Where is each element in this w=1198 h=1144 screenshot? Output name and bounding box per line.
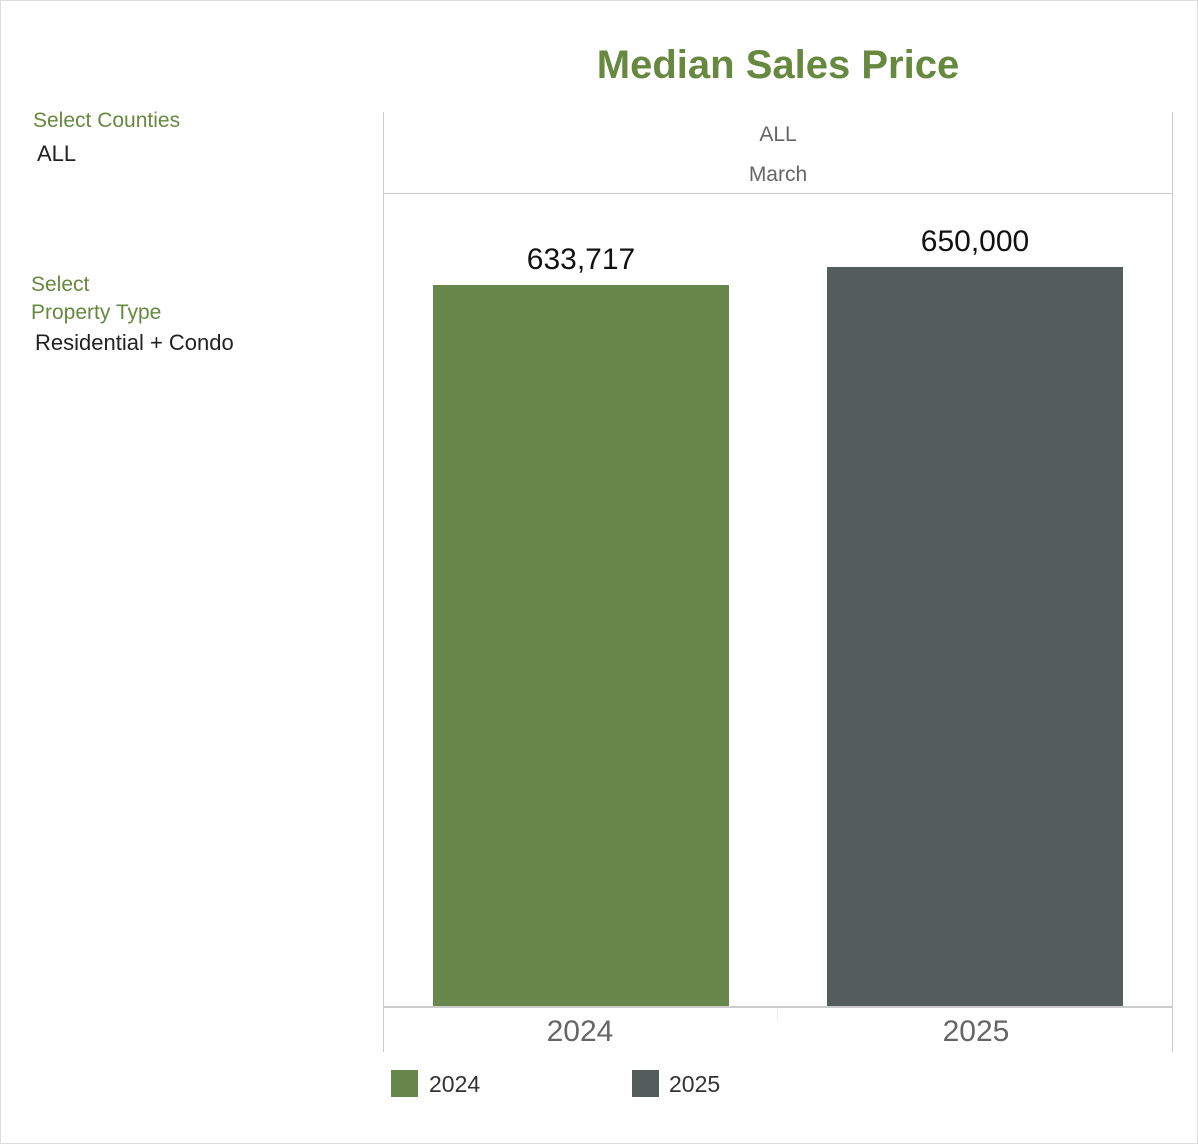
chart-left-border — [383, 112, 384, 1052]
x-axis-line — [383, 1006, 1173, 1008]
legend-label-2025: 2025 — [669, 1071, 721, 1097]
bar-2025[interactable] — [827, 266, 1123, 1006]
category-divider — [777, 1008, 778, 1020]
property-type-label-line2: Property Type — [31, 301, 162, 324]
counties-filter-label: Select Counties — [33, 109, 181, 132]
header-county: ALL — [759, 123, 797, 146]
legend-label-2024: 2024 — [429, 1071, 481, 1097]
chart-right-border — [1172, 112, 1173, 1052]
bar-2024[interactable] — [433, 285, 729, 1006]
header-divider — [383, 193, 1173, 194]
legend-swatch-2025 — [632, 1070, 659, 1097]
counties-filter-value[interactable]: ALL — [37, 141, 77, 166]
property-type-filter-value[interactable]: Residential + Condo — [35, 330, 234, 355]
chart-title: Median Sales Price — [596, 43, 960, 87]
x-tick-2025: 2025 — [942, 1015, 1010, 1048]
property-type-label-line1: Select — [31, 273, 90, 296]
data-label-2025: 650,000 — [920, 224, 1030, 258]
header-month: March — [748, 163, 808, 186]
x-tick-2024: 2024 — [546, 1015, 614, 1048]
legend-swatch-2024 — [391, 1070, 418, 1097]
data-label-2024: 633,717 — [526, 243, 636, 277]
